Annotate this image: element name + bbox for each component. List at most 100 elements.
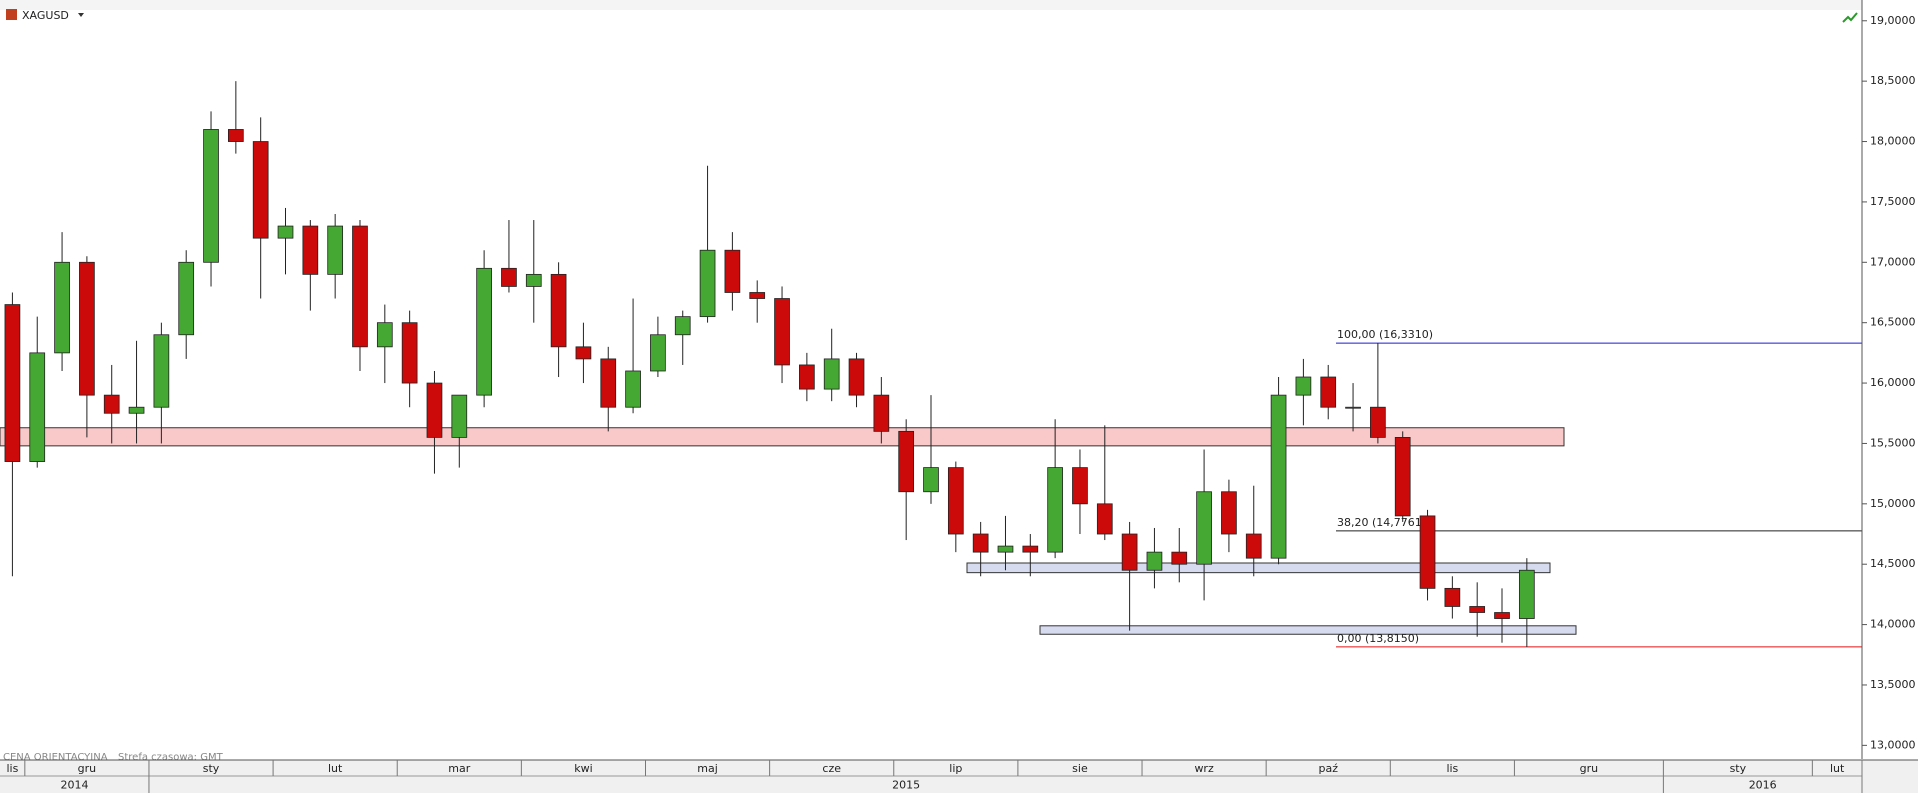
month-label: mar	[448, 762, 470, 775]
candle-body	[103, 394, 120, 414]
y-tick-label: 13,0000	[1870, 738, 1916, 751]
candle-body	[997, 545, 1014, 553]
candle-body	[774, 298, 790, 366]
zone	[0, 427, 1565, 447]
month-label: maj	[697, 762, 718, 775]
candle-body	[54, 261, 70, 354]
month-label: cze	[822, 762, 841, 775]
year-label: 2016	[1749, 779, 1777, 792]
candle-body	[724, 249, 741, 293]
candle-body	[923, 467, 939, 493]
y-tick-label: 15,5000	[1870, 436, 1916, 449]
month-label: sty	[203, 762, 220, 775]
candle-body	[550, 273, 567, 348]
candle-body	[302, 225, 319, 275]
candle-body	[1295, 376, 1312, 396]
candle-body	[203, 129, 219, 263]
candle-body	[426, 382, 443, 438]
y-tick-label: 18,5000	[1870, 74, 1916, 87]
zone	[1039, 625, 1577, 635]
candle-body	[1196, 491, 1212, 565]
candle-body	[327, 225, 344, 275]
candle-body	[153, 334, 170, 408]
candle-body	[823, 358, 840, 390]
candle-body	[1444, 587, 1461, 607]
candle-body	[1469, 606, 1486, 613]
y-tick-label: 15,0000	[1870, 497, 1916, 510]
candle-body	[848, 358, 865, 396]
candle-body	[1494, 612, 1510, 619]
candle-body	[1072, 467, 1088, 505]
candle-body	[1022, 545, 1039, 553]
candle-body	[1245, 533, 1262, 559]
candle-body	[228, 129, 244, 142]
top-strip	[0, 0, 1918, 10]
year-label: 2015	[892, 779, 920, 792]
trend-icon[interactable]	[1842, 12, 1858, 23]
symbol[interactable]: XAGUSD	[22, 9, 69, 22]
month-label: gru	[1580, 762, 1598, 775]
candle-body	[277, 225, 294, 239]
month-label: lut	[328, 762, 343, 775]
candle-body	[252, 141, 269, 239]
y-tick-label: 16,5000	[1870, 316, 1916, 329]
footnote: CENA ORIENTACYJNA	[3, 752, 108, 763]
candle-body	[1221, 491, 1237, 535]
y-tick-label: 17,0000	[1870, 255, 1916, 268]
candle-body	[4, 304, 21, 462]
month-label: lis	[6, 762, 18, 775]
month-label: sty	[1730, 762, 1747, 775]
candle-body	[749, 292, 766, 299]
month-label: sie	[1072, 762, 1088, 775]
candle-body	[29, 352, 46, 462]
candle-body	[352, 225, 368, 348]
candle-body	[699, 249, 716, 318]
month-label: paź	[1318, 762, 1338, 775]
month-label: lut	[1830, 762, 1845, 775]
month-label: wrz	[1194, 762, 1214, 775]
candle-body	[1270, 394, 1287, 559]
candle-body	[1096, 503, 1113, 535]
fib-label: 0,00 (13,8150)	[1337, 632, 1419, 645]
axis-bg	[1862, 0, 1918, 759]
y-tick-label: 17,5000	[1870, 195, 1916, 208]
y-tick-label: 16,0000	[1870, 376, 1916, 389]
candle-body	[401, 322, 418, 384]
candle-body	[873, 394, 890, 432]
year-label: 2014	[60, 779, 88, 792]
candle-body	[600, 358, 617, 408]
y-tick-label: 19,0000	[1870, 14, 1916, 27]
candle-body	[1419, 515, 1436, 589]
candle-body	[1370, 406, 1386, 438]
month-label: gru	[78, 762, 96, 775]
zone	[966, 562, 1551, 574]
y-tick-label: 13,5000	[1870, 678, 1916, 691]
candle-body	[178, 261, 195, 336]
candle-body	[972, 533, 989, 553]
y-tick-label: 18,0000	[1870, 135, 1916, 148]
candle-body	[799, 364, 815, 390]
candle-body	[1047, 467, 1063, 553]
symbol-icon	[6, 9, 17, 20]
symbol-dropdown[interactable]	[78, 13, 84, 17]
candle-body	[1345, 406, 1361, 409]
candle-body	[1146, 551, 1163, 571]
month-label: lis	[1446, 762, 1458, 775]
fib-label: 38,20 (14,7761)	[1337, 516, 1426, 529]
candle-body	[376, 322, 393, 348]
candle-body	[625, 370, 641, 408]
y-tick-label: 14,5000	[1870, 557, 1916, 570]
candle-body	[898, 430, 915, 493]
candle-body	[674, 316, 691, 336]
candle-body	[476, 267, 492, 396]
candle-body	[501, 267, 517, 287]
candle-body	[451, 394, 468, 438]
candle-body	[128, 406, 145, 414]
y-tick-label: 14,0000	[1870, 618, 1916, 631]
candle-body	[1394, 437, 1411, 517]
candle-body	[1518, 569, 1535, 619]
candle-body	[79, 261, 95, 396]
candle-body	[947, 467, 964, 535]
candle-body	[525, 273, 542, 287]
